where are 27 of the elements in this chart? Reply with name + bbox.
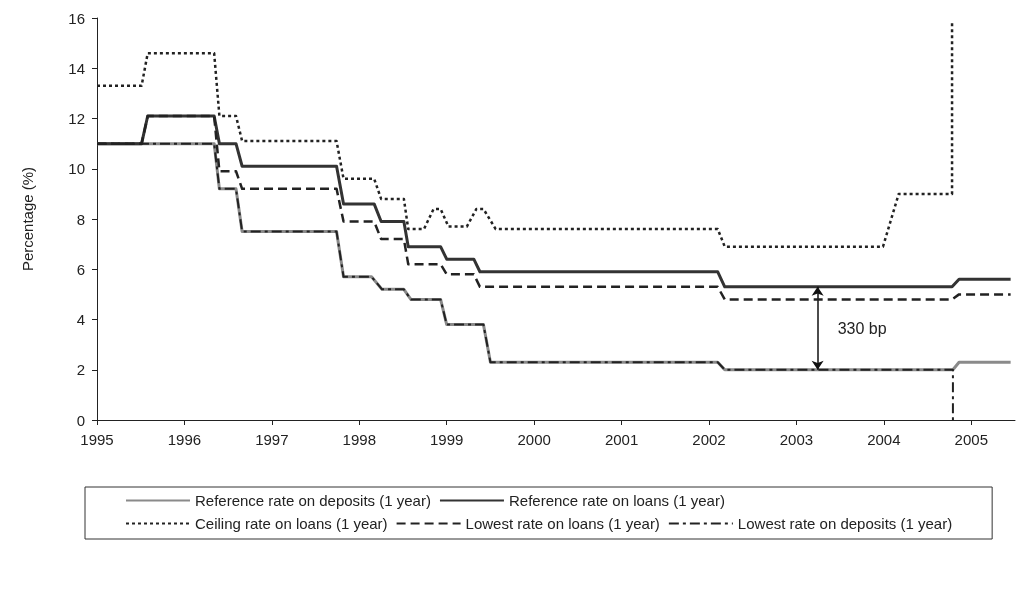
legend-label: Lowest rate on deposits (1 year) — [737, 515, 953, 532]
x-tick-label: 1998 — [342, 431, 376, 448]
x-tick-label: 1996 — [167, 431, 202, 448]
y-tick-label: 16 — [68, 9, 85, 27]
legend-label: Lowest rate on loans (1 year) — [465, 515, 660, 532]
y-tick-label: 2 — [76, 361, 85, 379]
y-tick-label: 6 — [76, 260, 85, 278]
annotation: 330 bp — [837, 319, 887, 337]
y-tick-label: 4 — [76, 311, 85, 328]
y-tick-label: 14 — [68, 59, 85, 77]
y-axis-title: Percentage (%) — [19, 166, 36, 272]
x-tick-label: 1999 — [430, 431, 464, 448]
x-tick-label: 2002 — [692, 431, 726, 448]
y-tick-label: 0 — [76, 411, 85, 429]
x-tick-label: 2005 — [954, 431, 988, 448]
x-tick-label: 2001 — [604, 431, 639, 448]
y-tick-label: 8 — [76, 210, 85, 228]
x-tick-label: 2004 — [867, 431, 901, 448]
legend-label: Reference rate on loans (1 year) — [508, 492, 725, 509]
x-tick-label: 1995 — [80, 431, 114, 448]
legend-label: Ceiling rate on loans (1 year) — [195, 515, 388, 532]
y-tick-label: 10 — [68, 160, 85, 178]
x-tick-label: 2000 — [517, 431, 551, 448]
legend-label: Reference rate on deposits (1 year) — [195, 492, 431, 509]
x-tick-label: 2003 — [779, 431, 814, 448]
x-tick-label: 1997 — [255, 431, 289, 448]
y-tick-label: 12 — [68, 110, 85, 127]
